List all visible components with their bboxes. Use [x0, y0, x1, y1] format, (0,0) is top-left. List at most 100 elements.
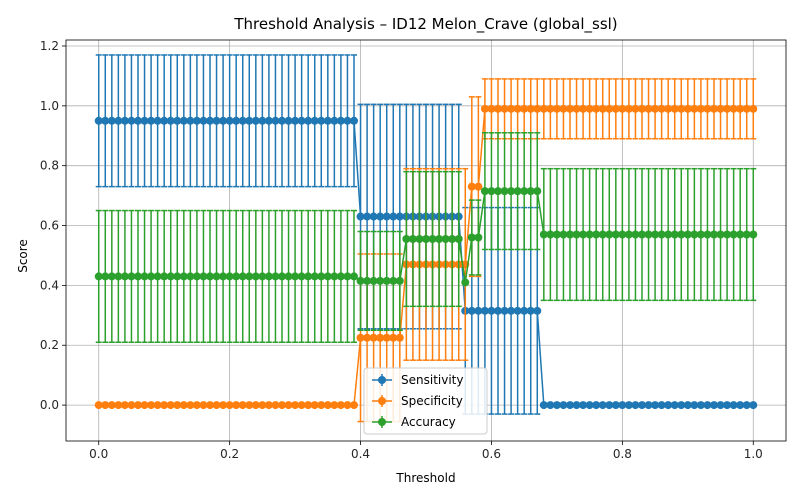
data-point [487, 306, 496, 315]
data-point [474, 233, 483, 242]
data-point [271, 272, 280, 281]
data-point [690, 401, 699, 410]
data-point [572, 230, 581, 239]
data-point [147, 116, 156, 125]
data-point [271, 401, 280, 410]
data-point [690, 230, 699, 239]
data-point [134, 401, 142, 410]
plot-frame [65, 39, 787, 442]
data-point [232, 116, 241, 125]
data-point [749, 401, 758, 410]
data-point [278, 272, 286, 281]
data-point [212, 401, 221, 410]
data-point [670, 104, 679, 113]
data-point [369, 276, 378, 285]
data-point [219, 401, 228, 410]
data-point [258, 116, 267, 125]
data-point [225, 116, 234, 125]
data-point [212, 116, 221, 125]
data-point [192, 272, 201, 281]
data-point [101, 116, 110, 125]
series-accuracy [94, 132, 758, 343]
legend-label: Accuracy [401, 415, 456, 429]
data-point [179, 272, 188, 281]
data-point [376, 276, 385, 285]
legend-label: Sensitivity [401, 373, 463, 387]
data-point [251, 272, 260, 281]
data-point [467, 182, 476, 191]
data-point [618, 401, 627, 410]
data-point [304, 401, 313, 410]
data-point [736, 230, 745, 239]
data-point [677, 230, 686, 239]
data-point [670, 230, 679, 239]
data-point [363, 276, 372, 285]
data-point [605, 104, 614, 113]
x-tick-label: 0.2 [220, 447, 239, 461]
data-point [317, 272, 326, 281]
data-point [382, 212, 391, 221]
data-point [533, 187, 542, 196]
data-point [107, 116, 116, 125]
data-point [153, 401, 162, 410]
data-point [461, 278, 470, 287]
data-point [598, 230, 607, 239]
data-point [264, 272, 273, 281]
data-point [415, 235, 424, 244]
data-point [742, 230, 751, 239]
data-point [317, 401, 326, 410]
y-tick-label: 0.6 [40, 219, 59, 233]
data-point [736, 104, 745, 113]
data-point [624, 230, 633, 239]
data-point [566, 104, 574, 113]
data-point [683, 230, 692, 239]
data-point [494, 187, 502, 196]
legend-marker [378, 418, 386, 426]
data-point [631, 230, 640, 239]
sensitivity-markers [94, 116, 758, 410]
data-point [520, 187, 529, 196]
data-point [703, 230, 712, 239]
data-point [120, 116, 129, 125]
data-point [107, 272, 116, 281]
data-point [192, 116, 201, 125]
data-point [94, 401, 103, 410]
data-point [245, 272, 254, 281]
data-point [343, 116, 352, 125]
data-point [147, 401, 156, 410]
data-point [134, 116, 142, 125]
data-point [448, 235, 457, 244]
data-point [480, 104, 489, 113]
data-point [323, 116, 332, 125]
data-point [624, 104, 633, 113]
data-point [166, 401, 175, 410]
legend-marker [378, 397, 386, 405]
data-point [166, 272, 175, 281]
data-point [212, 272, 221, 281]
data-point [356, 212, 365, 221]
data-point [539, 401, 548, 410]
data-point [664, 230, 673, 239]
data-point [683, 401, 692, 410]
data-point [657, 230, 666, 239]
data-point [559, 104, 568, 113]
data-point [480, 187, 489, 196]
data-point [742, 104, 751, 113]
data-point [696, 104, 705, 113]
data-point [611, 230, 620, 239]
data-point [585, 104, 594, 113]
x-axis-title: Threshold [395, 471, 455, 485]
data-point [101, 272, 110, 281]
data-point [441, 235, 450, 244]
data-point [624, 401, 633, 410]
data-point [206, 272, 214, 281]
data-point [245, 116, 254, 125]
data-point [206, 116, 214, 125]
data-point [160, 272, 169, 281]
data-point [710, 230, 718, 239]
accuracy-markers [94, 187, 758, 287]
data-point [729, 230, 738, 239]
data-point [572, 401, 581, 410]
data-point [297, 401, 306, 410]
data-point [297, 272, 306, 281]
